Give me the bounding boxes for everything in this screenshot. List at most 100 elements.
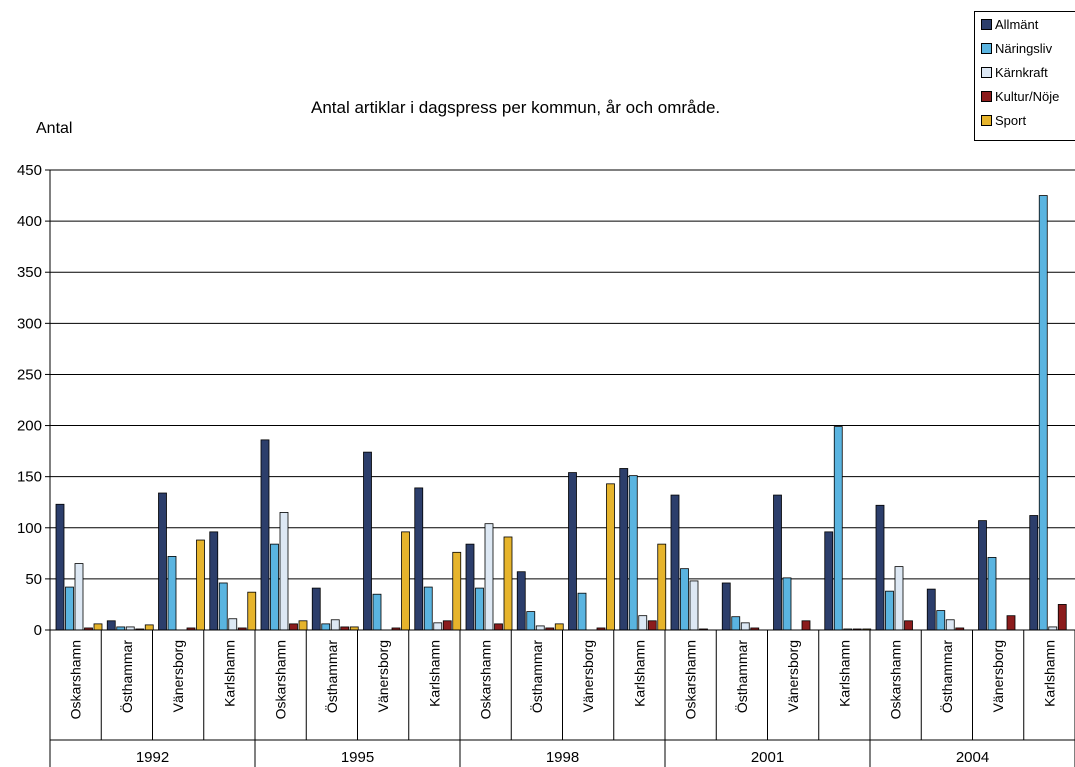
bar-kultur-n-je [647,620,657,631]
bar-n-ringsliv [372,593,382,631]
bar-allm-nt [926,588,936,631]
legend-label-naringsliv: Näringsliv [995,41,1053,56]
x-tick-label: Oskarshamn [273,640,289,719]
bar-sport [503,536,513,631]
legend-item-sport: Sport [981,113,1026,128]
bar-allm-nt [1029,515,1039,631]
bar-k-rnkraft [689,580,699,631]
bar-allm-nt [619,468,629,631]
x-tick-label: Vänersborg [990,640,1006,712]
bar-n-ringsliv [218,582,228,631]
bar-allm-nt [670,494,680,631]
x-tick-label: Östhammar [733,640,750,713]
bar-n-ringsliv [65,586,74,631]
bar-sport [657,543,667,631]
legend-swatch-naringsliv [981,43,992,54]
bar-sport [144,624,154,631]
bar-k-rnkraft [279,512,289,631]
x-tick-label: Karlshamn [1041,640,1057,707]
legend-swatch-karnkraft [981,67,992,78]
x-group-label: 1998 [546,749,579,766]
legend-item-allmant: Allmänt [981,17,1038,32]
bar-n-ringsliv [577,592,587,631]
bar-n-ringsliv [1038,195,1048,631]
y-tick-label: 150 [17,469,42,486]
bar-k-rnkraft [228,618,238,631]
y-tick-label: 450 [17,162,42,179]
legend-swatch-sport [981,115,992,126]
bar-allm-nt [55,503,65,631]
y-axis-ticks: 0 50 100 150 200 250 300 350 400 450 [17,162,51,639]
bar-k-rnkraft [433,622,443,631]
bar-k-rnkraft [945,619,955,631]
y-tick-label: 400 [17,213,42,230]
bar-n-ringsliv [936,610,946,631]
bar-n-ringsliv [475,587,484,631]
x-axis: Oskarshamn Östhammar Vänersborg Karlshamn Os… [49,629,1075,767]
x-tick-label: Oskarshamn [478,640,494,719]
y-tick-label: 50 [25,571,42,588]
bar-kultur-n-je [442,620,452,631]
x-tick-label: Karlshamn [221,640,237,707]
bar-k-rnkraft [894,566,904,631]
x-tick-label: Vänersborg [580,640,596,712]
x-group-label: 1992 [136,749,169,766]
y-tick-label: 200 [17,418,42,435]
bar-k-rnkraft [535,625,545,631]
chart-gridlines [50,169,1075,631]
x-group-label: 2004 [956,749,989,766]
legend-label-allmant: Allmänt [995,17,1039,32]
bar-kultur-n-je [1057,604,1067,631]
bar-n-ringsliv [885,590,894,631]
y-tick-label: 100 [17,520,42,537]
y-axis-label: Antal [36,120,73,137]
bar-allm-nt [875,504,885,631]
bar-allm-nt [209,531,219,631]
bar-allm-nt [824,531,834,631]
x-group-label: 1995 [341,749,374,766]
bar-allm-nt [363,451,372,631]
bar-k-rnkraft [330,619,340,631]
legend-item-naringsliv: Näringsliv [981,41,1052,56]
x-tick-label: Östhammar [323,640,340,713]
bar-allm-nt [516,571,526,631]
x-tick-label: Karlshamn [631,640,647,707]
chart-title: Antal artiklar i dagspress per kommun, å… [311,98,721,117]
bar-allm-nt [978,520,987,631]
bar-n-ringsliv [628,475,638,631]
bar-sport [606,483,615,631]
bar-n-ringsliv [423,586,433,631]
x-tick-label: Oskarshamn [683,640,699,719]
x-tick-label: Vänersborg [170,640,186,712]
bar-allm-nt [106,620,116,631]
bar-kultur-n-je [801,620,811,631]
legend-swatch-allmant [981,19,992,30]
x-tick-label: Oskarshamn [888,640,904,719]
bar-kultur-n-je [289,623,298,631]
y-tick-label: 350 [17,264,42,281]
y-tick-label: 300 [17,315,42,332]
bar-allm-nt [260,439,270,631]
x-tick-label: Karlshamn [426,640,442,707]
x-tick-label: Vänersborg [785,640,801,712]
legend-item-kultur-noje: Kultur/Nöje [981,89,1059,104]
x-tick-label: Östhammar [938,640,955,713]
x-tick-label: Karlshamn [836,640,852,707]
x-tick-label: Oskarshamn [68,640,84,719]
bar-kultur-n-je [1006,615,1016,631]
bar-sport [401,531,410,631]
bar-sport [452,551,462,631]
bar-allm-nt [568,472,577,631]
bar-n-ringsliv [321,623,331,631]
bar-allm-nt [311,587,321,631]
bar-allm-nt [721,582,731,631]
bar-sport [93,623,103,631]
bar-n-ringsliv [526,611,536,631]
legend-label-kultur-noje: Kultur/Nöje [995,89,1060,104]
legend-swatch-kultur-noje [981,91,992,102]
chart-legend: Allmänt Näringsliv Kärnkraft Kultur/Nöje… [974,11,1075,141]
legend-label-sport: Sport [995,113,1027,128]
bar-n-ringsliv [987,557,997,631]
x-tick-label: Östhammar [528,640,545,713]
